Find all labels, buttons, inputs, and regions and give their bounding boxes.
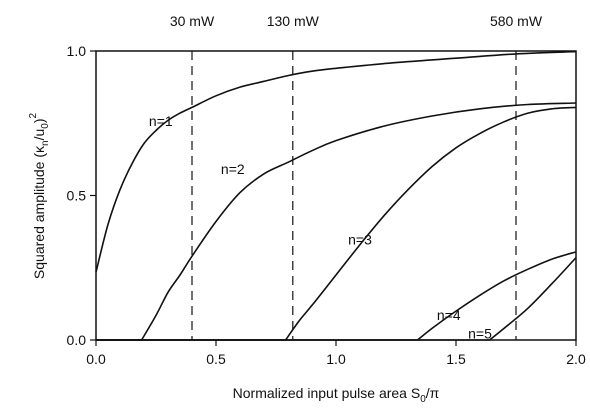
x-tick-label-1: 0.5 bbox=[206, 351, 226, 367]
y-axis-label: Squared amplitude (κn/u0)2 bbox=[28, 113, 51, 280]
y-tick-label-1: 0.5 bbox=[67, 188, 87, 204]
plot-frame bbox=[95, 50, 577, 341]
curve-labels: n=1 n=2 n=3 n=4 n=5 bbox=[149, 113, 492, 341]
x-tick-label-0: 0.0 bbox=[86, 351, 106, 367]
axis-ticks: 0.0 0.5 1.0 1.5 2.0 0.0 0.5 1.0 bbox=[67, 43, 586, 367]
x-tick-label-3: 1.5 bbox=[446, 351, 466, 367]
y-tick-label-0: 0.0 bbox=[67, 332, 87, 348]
curve-n4 bbox=[96, 251, 577, 341]
curve-n5 bbox=[96, 257, 577, 341]
power-marker-label-2: 580 mW bbox=[490, 13, 543, 29]
y-tick-label-2: 1.0 bbox=[67, 43, 87, 59]
x-axis-label: Normalized input pulse area S0/π bbox=[233, 385, 440, 405]
power-marker-label-1: 130 mW bbox=[267, 13, 320, 29]
curve-n2 bbox=[96, 102, 577, 341]
curve-label-n5: n=5 bbox=[468, 326, 492, 342]
curve-n1 bbox=[95, 50, 577, 273]
x-tick-label-4: 2.0 bbox=[566, 351, 586, 367]
curve-label-n2: n=2 bbox=[221, 161, 245, 177]
curve-label-n1: n=1 bbox=[149, 113, 173, 129]
curve-label-n4: n=4 bbox=[437, 307, 461, 323]
power-marker-label-0: 30 mW bbox=[170, 13, 215, 29]
curve-label-n3: n=3 bbox=[348, 232, 372, 248]
power-markers: 30 mW 130 mW 580 mW bbox=[170, 13, 543, 340]
curve-n3 bbox=[96, 106, 577, 341]
curves bbox=[95, 50, 577, 341]
x-tick-label-2: 1.0 bbox=[326, 351, 346, 367]
